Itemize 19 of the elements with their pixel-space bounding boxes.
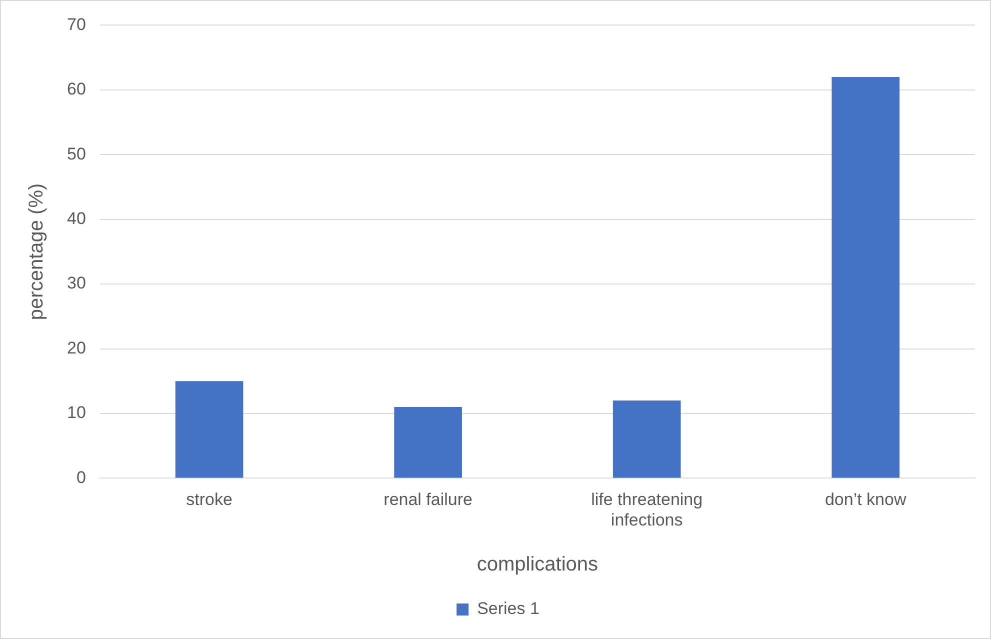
y-tick-label: 10	[66, 403, 86, 422]
x-tick-label: life threatening infections	[591, 490, 703, 530]
y-tick-label: 60	[66, 80, 86, 99]
y-tick-label: 30	[66, 274, 86, 293]
y-axis-title: percentage (%)	[26, 183, 48, 320]
x-tick-label: stroke	[186, 490, 232, 510]
bar	[394, 407, 462, 478]
legend-label: Series 1	[477, 599, 540, 618]
x-axis-title: complications	[476, 554, 598, 576]
bar	[175, 381, 244, 478]
bar	[612, 400, 681, 478]
y-tick-label: 70	[66, 14, 86, 34]
bar	[832, 76, 900, 478]
y-tick-label: 20	[66, 338, 86, 358]
x-tick-label: renal failure	[384, 490, 472, 510]
y-tick-label: 50	[66, 144, 86, 164]
y-tick-label: 40	[66, 209, 86, 228]
y-tick-label: 0	[76, 468, 86, 487]
x-tick-label: don’t know	[824, 490, 907, 510]
